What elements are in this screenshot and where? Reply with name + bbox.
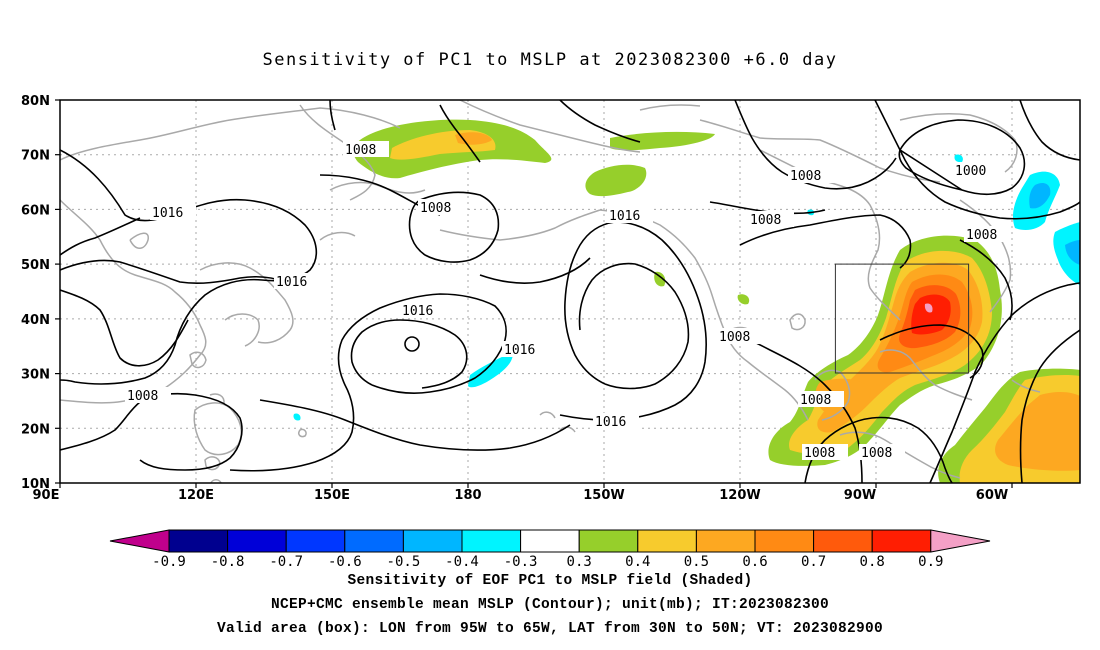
colorbar-label: -0.3 [504, 554, 538, 570]
lat-label: 30N [21, 368, 50, 383]
lat-label: 50N [21, 258, 50, 273]
colorbar-label: -0.8 [211, 554, 245, 570]
lon-label: 90W [844, 488, 876, 503]
contour-label: 1008 [790, 169, 821, 184]
colorbar-label: 0.9 [918, 554, 943, 570]
colorbar-segment [402, 529, 463, 553]
contour-label: 1016 [504, 343, 535, 358]
colorbar-segment [344, 529, 404, 553]
lat-label: 80N [21, 94, 50, 109]
contour-label: 1008 [966, 228, 997, 243]
colorbar-label: -0.5 [387, 554, 421, 570]
coastlines [60, 100, 1041, 483]
lat-label: 20N [21, 422, 50, 437]
contour-label: 1000 [955, 164, 986, 179]
shading-na-pink [924, 303, 933, 313]
colorbar-label: 0.7 [801, 554, 826, 570]
colorbar: -0.9 -0.8 -0.7 -0.6 -0.5 -0.4 -0.3 0.3 0… [109, 529, 991, 570]
contour-label: 1008 [800, 393, 831, 408]
colorbar-segment [578, 529, 639, 553]
lat-label: 60N [21, 203, 50, 218]
contour-label: 1008 [861, 446, 892, 461]
colorbar-segment [520, 529, 580, 553]
shading-west-pacific-cyan [293, 413, 301, 421]
shading-arctic-cyan [954, 154, 963, 163]
colorbar-segment [754, 529, 815, 553]
lon-label: 150E [314, 488, 350, 503]
colorbar-label: 0.5 [684, 554, 709, 570]
shading-rockies-green [737, 294, 750, 305]
lon-label: 120W [719, 488, 760, 503]
shading-atlantic-orange [995, 392, 1080, 471]
shading-labrador-cyan [1053, 222, 1080, 285]
caption-line-3: Valid area (box): LON from 95W to 65W, L… [216, 621, 884, 637]
lon-label: 150W [583, 488, 624, 503]
colorbar-segment [695, 529, 756, 553]
contour-label: 1008 [345, 143, 376, 158]
caption-line-2: NCEP+CMC ensemble mean MSLP (Contour); u… [270, 597, 830, 613]
contour-label: 1008 [420, 201, 451, 216]
colorbar-above-triangle [930, 529, 991, 553]
shading-pacific-cyan [468, 352, 513, 388]
colorbar-segment [813, 529, 873, 553]
contour-label: 1008 [804, 446, 835, 461]
colorbar-segment [285, 529, 346, 553]
contour-label: 1016 [152, 206, 183, 221]
longitude-labels: 90E 120E 150E 180 150W 120W 90W 60W [33, 488, 1009, 503]
colorbar-label: 0.4 [625, 554, 650, 570]
shading-greenland-lightblue [1029, 183, 1051, 209]
contour-label: 1008 [127, 389, 158, 404]
latitude-labels: 80N 70N 60N 50N 40N 30N 20N 10N [21, 94, 50, 492]
colorbar-label: -0.7 [269, 554, 303, 570]
colorbar-segment [168, 529, 229, 553]
lon-label: 90E [33, 488, 60, 503]
colorbar-label: -0.6 [328, 554, 362, 570]
contour-label: 1016 [276, 275, 307, 290]
colorbar-segment [227, 529, 287, 553]
colorbar-label: 0.3 [567, 554, 592, 570]
lat-label: 70N [21, 149, 50, 164]
contour-label: 1016 [609, 209, 640, 224]
shading-labrador-lightblue [1065, 240, 1080, 265]
shading-pacific-green [654, 271, 666, 287]
colorbar-label: 0.8 [860, 554, 885, 570]
contour-labels: 1008 1016 1008 1016 1016 1016 1008 1016 … [125, 141, 1010, 461]
contour-label: 1016 [402, 304, 433, 319]
shading-arctic-green-2 [610, 131, 715, 151]
colorbar-below-triangle [109, 529, 170, 553]
colorbar-label: 0.6 [742, 554, 767, 570]
valid-area-box [834, 263, 970, 374]
colorbar-label: -0.9 [152, 554, 186, 570]
contour-label: 1008 [750, 213, 781, 228]
map-title: Sensitivity of PC1 to MSLP at 2023082300… [262, 50, 838, 70]
lon-label: 120E [178, 488, 214, 503]
contour-label: 1008 [719, 330, 750, 345]
colorbar-segment [637, 529, 697, 553]
colorbar-segment [461, 529, 522, 553]
colorbar-label: -0.4 [445, 554, 479, 570]
colorbar-segment [871, 529, 932, 553]
lat-label: 10N [21, 477, 50, 492]
lon-label: 180 [454, 488, 481, 503]
lon-label: 60W [976, 488, 1008, 503]
contour-label: 1016 [595, 415, 626, 430]
map-frame [59, 99, 1081, 484]
lat-label: 40N [21, 313, 50, 328]
tick-marks [55, 99, 1013, 488]
shading-alaska-green [585, 164, 647, 197]
caption-line-1: Sensitivity of EOF PC1 to MSLP field (Sh… [347, 573, 753, 589]
